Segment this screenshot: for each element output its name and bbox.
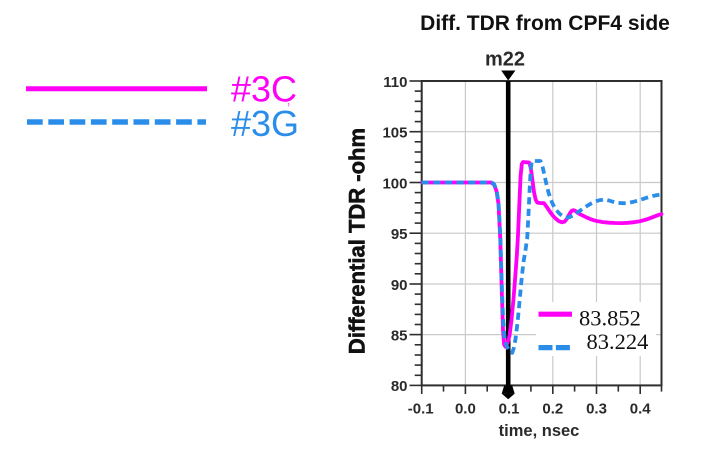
- svg-text:0.3: 0.3: [586, 401, 607, 418]
- svg-text:95: 95: [391, 226, 408, 243]
- svg-text:0.0: 0.0: [455, 401, 476, 418]
- svg-text:#3G: #3G: [231, 103, 299, 144]
- svg-text:Differential TDR -ohm: Differential TDR -ohm: [345, 128, 370, 354]
- svg-text:0.1: 0.1: [499, 401, 520, 418]
- svg-text:0.2: 0.2: [542, 401, 563, 418]
- svg-text:0.4: 0.4: [630, 401, 652, 418]
- svg-text:time, nsec: time, nsec: [499, 422, 580, 440]
- svg-text:Diff. TDR from CPF4 side: Diff. TDR from CPF4 side: [420, 12, 670, 35]
- svg-text:85: 85: [391, 327, 408, 344]
- svg-text:83.852: 83.852: [579, 306, 641, 331]
- svg-text:#3C: #3C: [231, 69, 297, 110]
- svg-text:m22: m22: [485, 49, 525, 71]
- svg-text:90: 90: [391, 277, 408, 294]
- svg-text:80: 80: [391, 378, 408, 395]
- svg-text:105: 105: [382, 125, 407, 142]
- svg-text:-0.1: -0.1: [408, 401, 434, 418]
- svg-text:100: 100: [382, 175, 407, 192]
- svg-text:110: 110: [383, 74, 407, 91]
- svg-text:83.224: 83.224: [587, 329, 649, 354]
- svg-text:,: ,: [287, 92, 291, 109]
